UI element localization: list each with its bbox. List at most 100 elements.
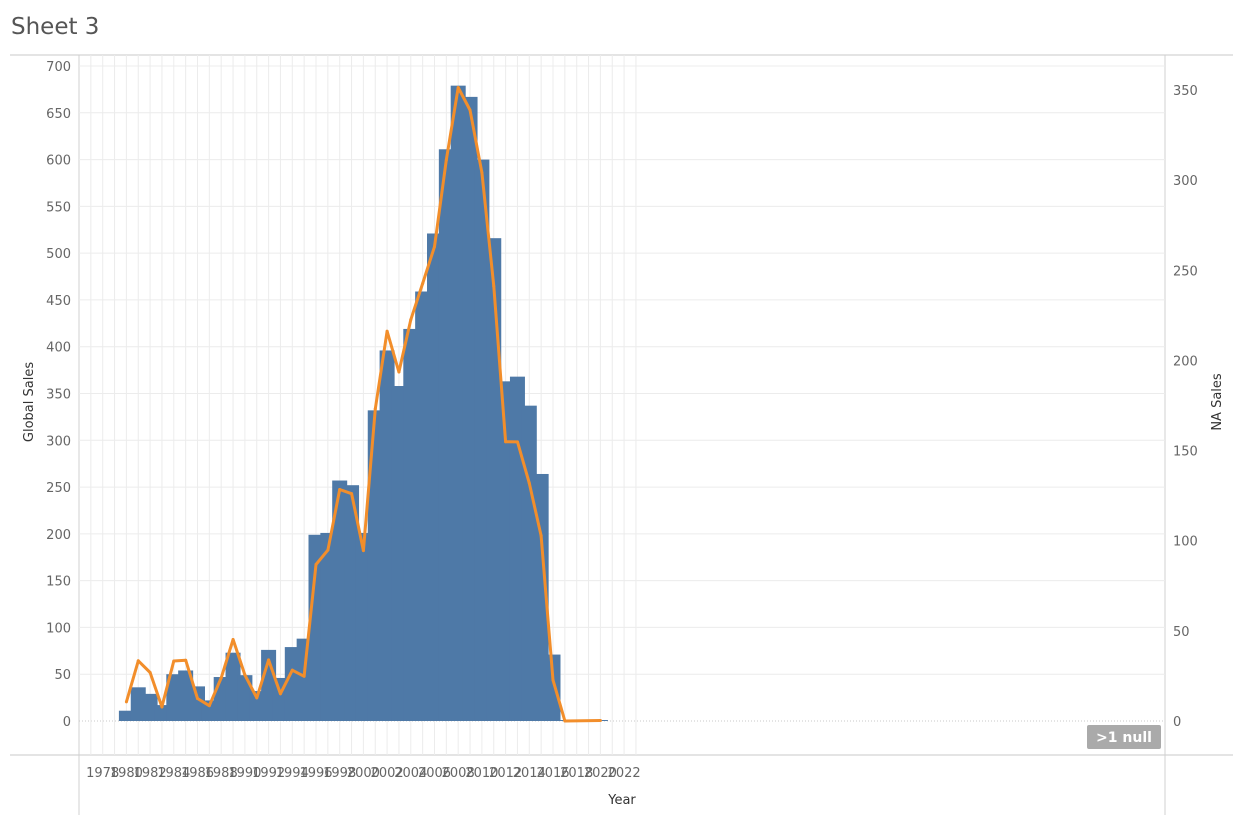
bar-2015: [533, 473, 549, 721]
null-indicator-button[interactable]: >1 null: [1087, 725, 1161, 749]
x-tick-label: 2006: [418, 766, 451, 781]
x-tick-label: 2020: [584, 766, 617, 781]
bar-series-global-sales: [118, 85, 608, 722]
y-tick-label: 100: [46, 621, 71, 636]
y2-tick-label: 0: [1173, 715, 1181, 730]
x-tick-label: 1996: [299, 766, 332, 781]
bar-1991: [249, 691, 265, 721]
na-sales-point-1990: [243, 673, 247, 677]
x-tick-label: 1988: [205, 766, 238, 781]
bar-1982: [142, 693, 158, 721]
bar-1987: [201, 700, 217, 721]
na-sales-point-1989: [231, 638, 235, 642]
na-sales-point-2002: [385, 329, 389, 333]
x-tick-label: 2010: [465, 766, 498, 781]
na-sales-point-2004: [409, 318, 413, 322]
y-tick-label: 250: [46, 481, 71, 496]
y2-tick-label: 200: [1173, 354, 1198, 369]
na-sales-point-2007: [444, 158, 448, 162]
bar-2002: [379, 350, 395, 721]
y-axis-title: Global Sales: [22, 362, 37, 442]
na-sales-point-1980: [124, 700, 128, 704]
bar-1999: [344, 485, 360, 721]
bar-1996: [308, 534, 324, 721]
bar-2012: [498, 381, 514, 721]
bar-1981: [130, 687, 146, 721]
y2-tick-label: 250: [1173, 264, 1198, 279]
x-tick-label: 1992: [252, 766, 285, 781]
x-tick-label: 2014: [513, 766, 546, 781]
bar-2008: [450, 85, 466, 721]
x-tick-label: 2000: [347, 766, 380, 781]
x-tick-label: 2008: [442, 766, 475, 781]
na-sales-point-2012: [504, 440, 508, 444]
na-sales-point-2013: [515, 440, 519, 444]
bar-1980: [118, 710, 134, 721]
y-tick-label: 400: [46, 341, 71, 356]
bar-2000: [355, 532, 371, 721]
na-sales-point-2015: [539, 534, 543, 538]
na-sales-point-1987: [207, 704, 211, 708]
na-sales-point-1983: [160, 705, 164, 709]
bar-2014: [521, 405, 537, 721]
na-sales-point-1993: [278, 692, 282, 696]
sheet-title: Sheet 3: [11, 14, 100, 40]
na-sales-point-1991: [255, 696, 259, 700]
na-sales-point-1996: [314, 563, 318, 567]
bar-1986: [190, 686, 205, 721]
chart-frame: [10, 54, 1233, 815]
na-sales-point-1986: [196, 696, 199, 700]
y-tick-label: 650: [46, 107, 71, 122]
x-axis: 1978198019821984198619881990199219941996…: [86, 766, 640, 781]
na-sales-point-2010: [480, 171, 484, 175]
na-sales-point-1995: [302, 674, 306, 678]
y-axis-left: 0 50 100 150 200 250 300 350 400 450 500 550 600 650 7…: [46, 60, 71, 730]
line-series-na-sales: [124, 85, 602, 723]
na-sales-point-1988: [219, 676, 223, 680]
na-sales-point-1982: [148, 671, 152, 675]
y-tick-label: 500: [46, 247, 71, 262]
bar-1994: [284, 647, 300, 721]
bar-1989: [225, 652, 241, 721]
bar-1990: [237, 675, 253, 721]
bar-2013: [509, 376, 525, 721]
bar-2011: [486, 238, 502, 721]
na-sales-point-1999: [350, 492, 354, 496]
x-tick-label: 1982: [134, 766, 167, 781]
null-indicator-label: >1 null: [1096, 730, 1152, 746]
na-sales-point-2014: [527, 481, 531, 485]
y-tick-label: 700: [46, 60, 71, 75]
bar-2010: [474, 159, 490, 722]
x-tick-label: 1994: [276, 766, 309, 781]
y-axis-right: 0 50 100 150 200 250 300 350: [1173, 84, 1198, 730]
na-sales-point-1981: [136, 659, 140, 663]
y2-tick-label: 150: [1173, 445, 1198, 460]
bar-1998: [332, 480, 348, 721]
y-tick-label: 0: [63, 715, 71, 730]
bar-1997: [320, 532, 336, 721]
na-sales-point-2006: [433, 245, 436, 249]
x-tick-label: 2022: [608, 766, 641, 781]
y-tick-label: 50: [54, 668, 71, 683]
x-tick-label: 1986: [181, 766, 214, 781]
na-sales-point-2003: [397, 370, 401, 374]
x-tick-label: 1990: [228, 766, 261, 781]
x-tick-label: 1998: [323, 766, 356, 781]
bar-1984: [166, 674, 182, 721]
x-tick-label: 2012: [489, 766, 522, 781]
y2-tick-label: 50: [1173, 625, 1190, 640]
na-sales-point-2020: [598, 718, 602, 722]
na-sales-point-1984: [172, 659, 176, 663]
na-sales-point-2016: [551, 678, 555, 682]
y-tick-label: 550: [46, 200, 71, 215]
bar-2004: [403, 328, 419, 721]
na-sales-point-1992: [267, 658, 271, 662]
bar-2006: [427, 233, 442, 721]
x-tick-label: 2002: [371, 766, 404, 781]
na-sales-point-2011: [492, 284, 496, 288]
na-sales-point-2001: [373, 407, 377, 411]
y-tick-label: 200: [46, 528, 71, 543]
x-tick-label: 1984: [157, 766, 190, 781]
y-tick-label: 600: [46, 154, 71, 169]
bar-2005: [415, 291, 431, 721]
